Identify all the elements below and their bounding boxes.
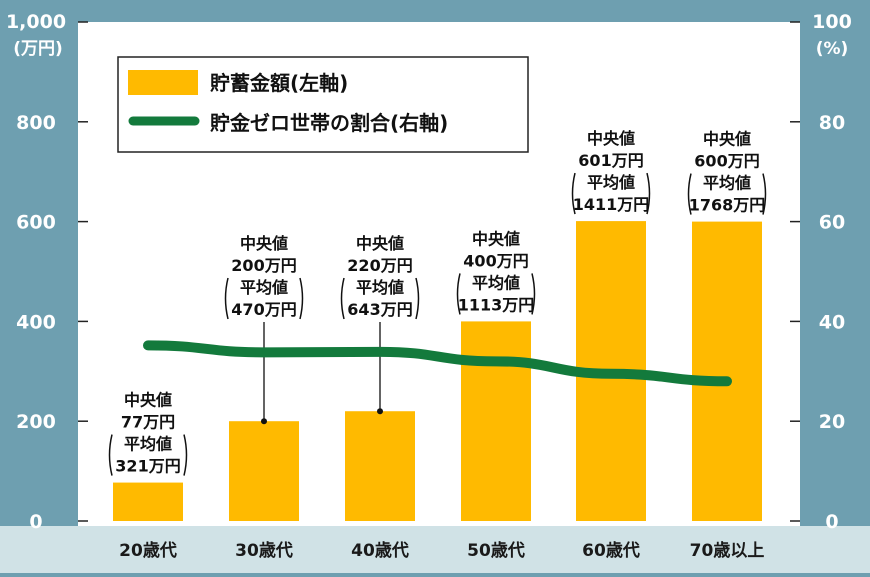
category-axis: 20歳代 30歳代 40歳代 50歳代 60歳代 70歳以上 <box>119 540 764 561</box>
left-tick-label: 400 <box>16 311 56 333</box>
category-label: 40歳代 <box>351 540 409 561</box>
annotation-bracket-left <box>224 277 229 320</box>
annotation-line: 220万円 <box>347 256 412 275</box>
annotation-line: 平均値 <box>356 278 404 297</box>
right-axis: 0 20 40 60 80 100 <box>790 11 852 533</box>
category-label: 50歳代 <box>467 540 525 561</box>
annotation-line: 200万円 <box>231 256 296 275</box>
annotation-line: 321万円 <box>115 457 180 476</box>
right-tick-label: 100 <box>812 11 852 33</box>
right-tick-label: 80 <box>819 112 845 134</box>
annotation-bracket-right <box>183 434 188 476</box>
annotation-line: 中央値 <box>587 129 635 148</box>
category-band <box>0 526 870 573</box>
annotation-bracket-left <box>571 172 576 215</box>
right-tick-label: 60 <box>819 212 845 234</box>
annotation-bracket-left <box>456 273 461 315</box>
right-tick-label: 20 <box>819 411 845 433</box>
annotation-line: 77万円 <box>121 413 175 432</box>
legend-line-label: 貯金ゼロ世帯の割合(右軸) <box>210 111 448 135</box>
annotation-line: 平均値 <box>124 435 172 454</box>
category-label: 30歳代 <box>235 540 293 561</box>
annotation-line: 中央値 <box>124 391 172 410</box>
annotation-line: 470万円 <box>231 300 296 319</box>
annotation-bracket-right <box>646 172 651 215</box>
annotation-line: 600万円 <box>694 152 759 171</box>
left-tick-label: 800 <box>16 112 56 134</box>
left-axis: 0 200 400 600 800 1,000 <box>6 11 88 533</box>
bar <box>692 221 762 521</box>
bar <box>461 321 531 521</box>
annotation-bracket-left <box>108 434 113 476</box>
annotation-line: 400万円 <box>463 251 528 270</box>
bar <box>229 421 299 521</box>
annotation-line: 1113万円 <box>458 295 535 314</box>
bar <box>113 482 183 521</box>
annotation-bracket-right <box>531 273 536 315</box>
annotation-leaders <box>261 322 383 425</box>
category-label: 60歳代 <box>582 540 640 561</box>
series-line <box>143 340 732 387</box>
legend-bar-label: 貯蓄金額(左軸) <box>210 71 348 95</box>
annotation-line: 1768万円 <box>689 196 766 215</box>
annotation-line: 中央値 <box>240 234 288 253</box>
annotation-bracket-right <box>415 277 420 320</box>
left-tick-label: 200 <box>16 411 56 433</box>
annotation-line: 平均値 <box>587 173 635 192</box>
annotations: 中央値77万円平均値321万円中央値200万円平均値470万円中央値220万円平… <box>108 129 767 476</box>
annotation-bracket-left <box>687 173 692 215</box>
left-axis-unit: (万円) <box>13 39 63 59</box>
legend-bar-swatch <box>128 70 198 95</box>
annotation-bracket-right <box>299 277 304 320</box>
annotation-line: 平均値 <box>703 174 751 193</box>
annotation-line: 601万円 <box>578 151 643 170</box>
right-tick-label: 40 <box>819 311 845 333</box>
annotation-line: 中央値 <box>356 234 404 253</box>
line-series <box>143 340 732 387</box>
annotation-line: 1411万円 <box>573 195 650 214</box>
annotation-leader-dot <box>261 418 267 425</box>
category-label: 70歳以上 <box>690 540 765 561</box>
category-label: 20歳代 <box>119 540 177 561</box>
right-tick-label: 0 <box>825 511 838 533</box>
annotation-line: 平均値 <box>240 278 288 297</box>
annotation-bracket-left <box>340 277 345 320</box>
right-axis-unit: (%) <box>816 39 849 59</box>
annotation-line: 中央値 <box>472 229 520 248</box>
legend: 貯蓄金額(左軸) 貯金ゼロ世帯の割合(右軸) <box>117 56 529 153</box>
annotation-leader-dot <box>377 408 383 415</box>
annotation-line: 中央値 <box>703 130 751 149</box>
left-tick-label: 0 <box>29 511 42 533</box>
left-tick-label: 1,000 <box>6 11 66 33</box>
bar <box>345 411 415 521</box>
annotation-line: 643万円 <box>347 300 412 319</box>
left-tick-label: 600 <box>16 212 56 234</box>
annotation-bracket-right <box>762 173 767 215</box>
annotation-line: 平均値 <box>472 273 520 292</box>
